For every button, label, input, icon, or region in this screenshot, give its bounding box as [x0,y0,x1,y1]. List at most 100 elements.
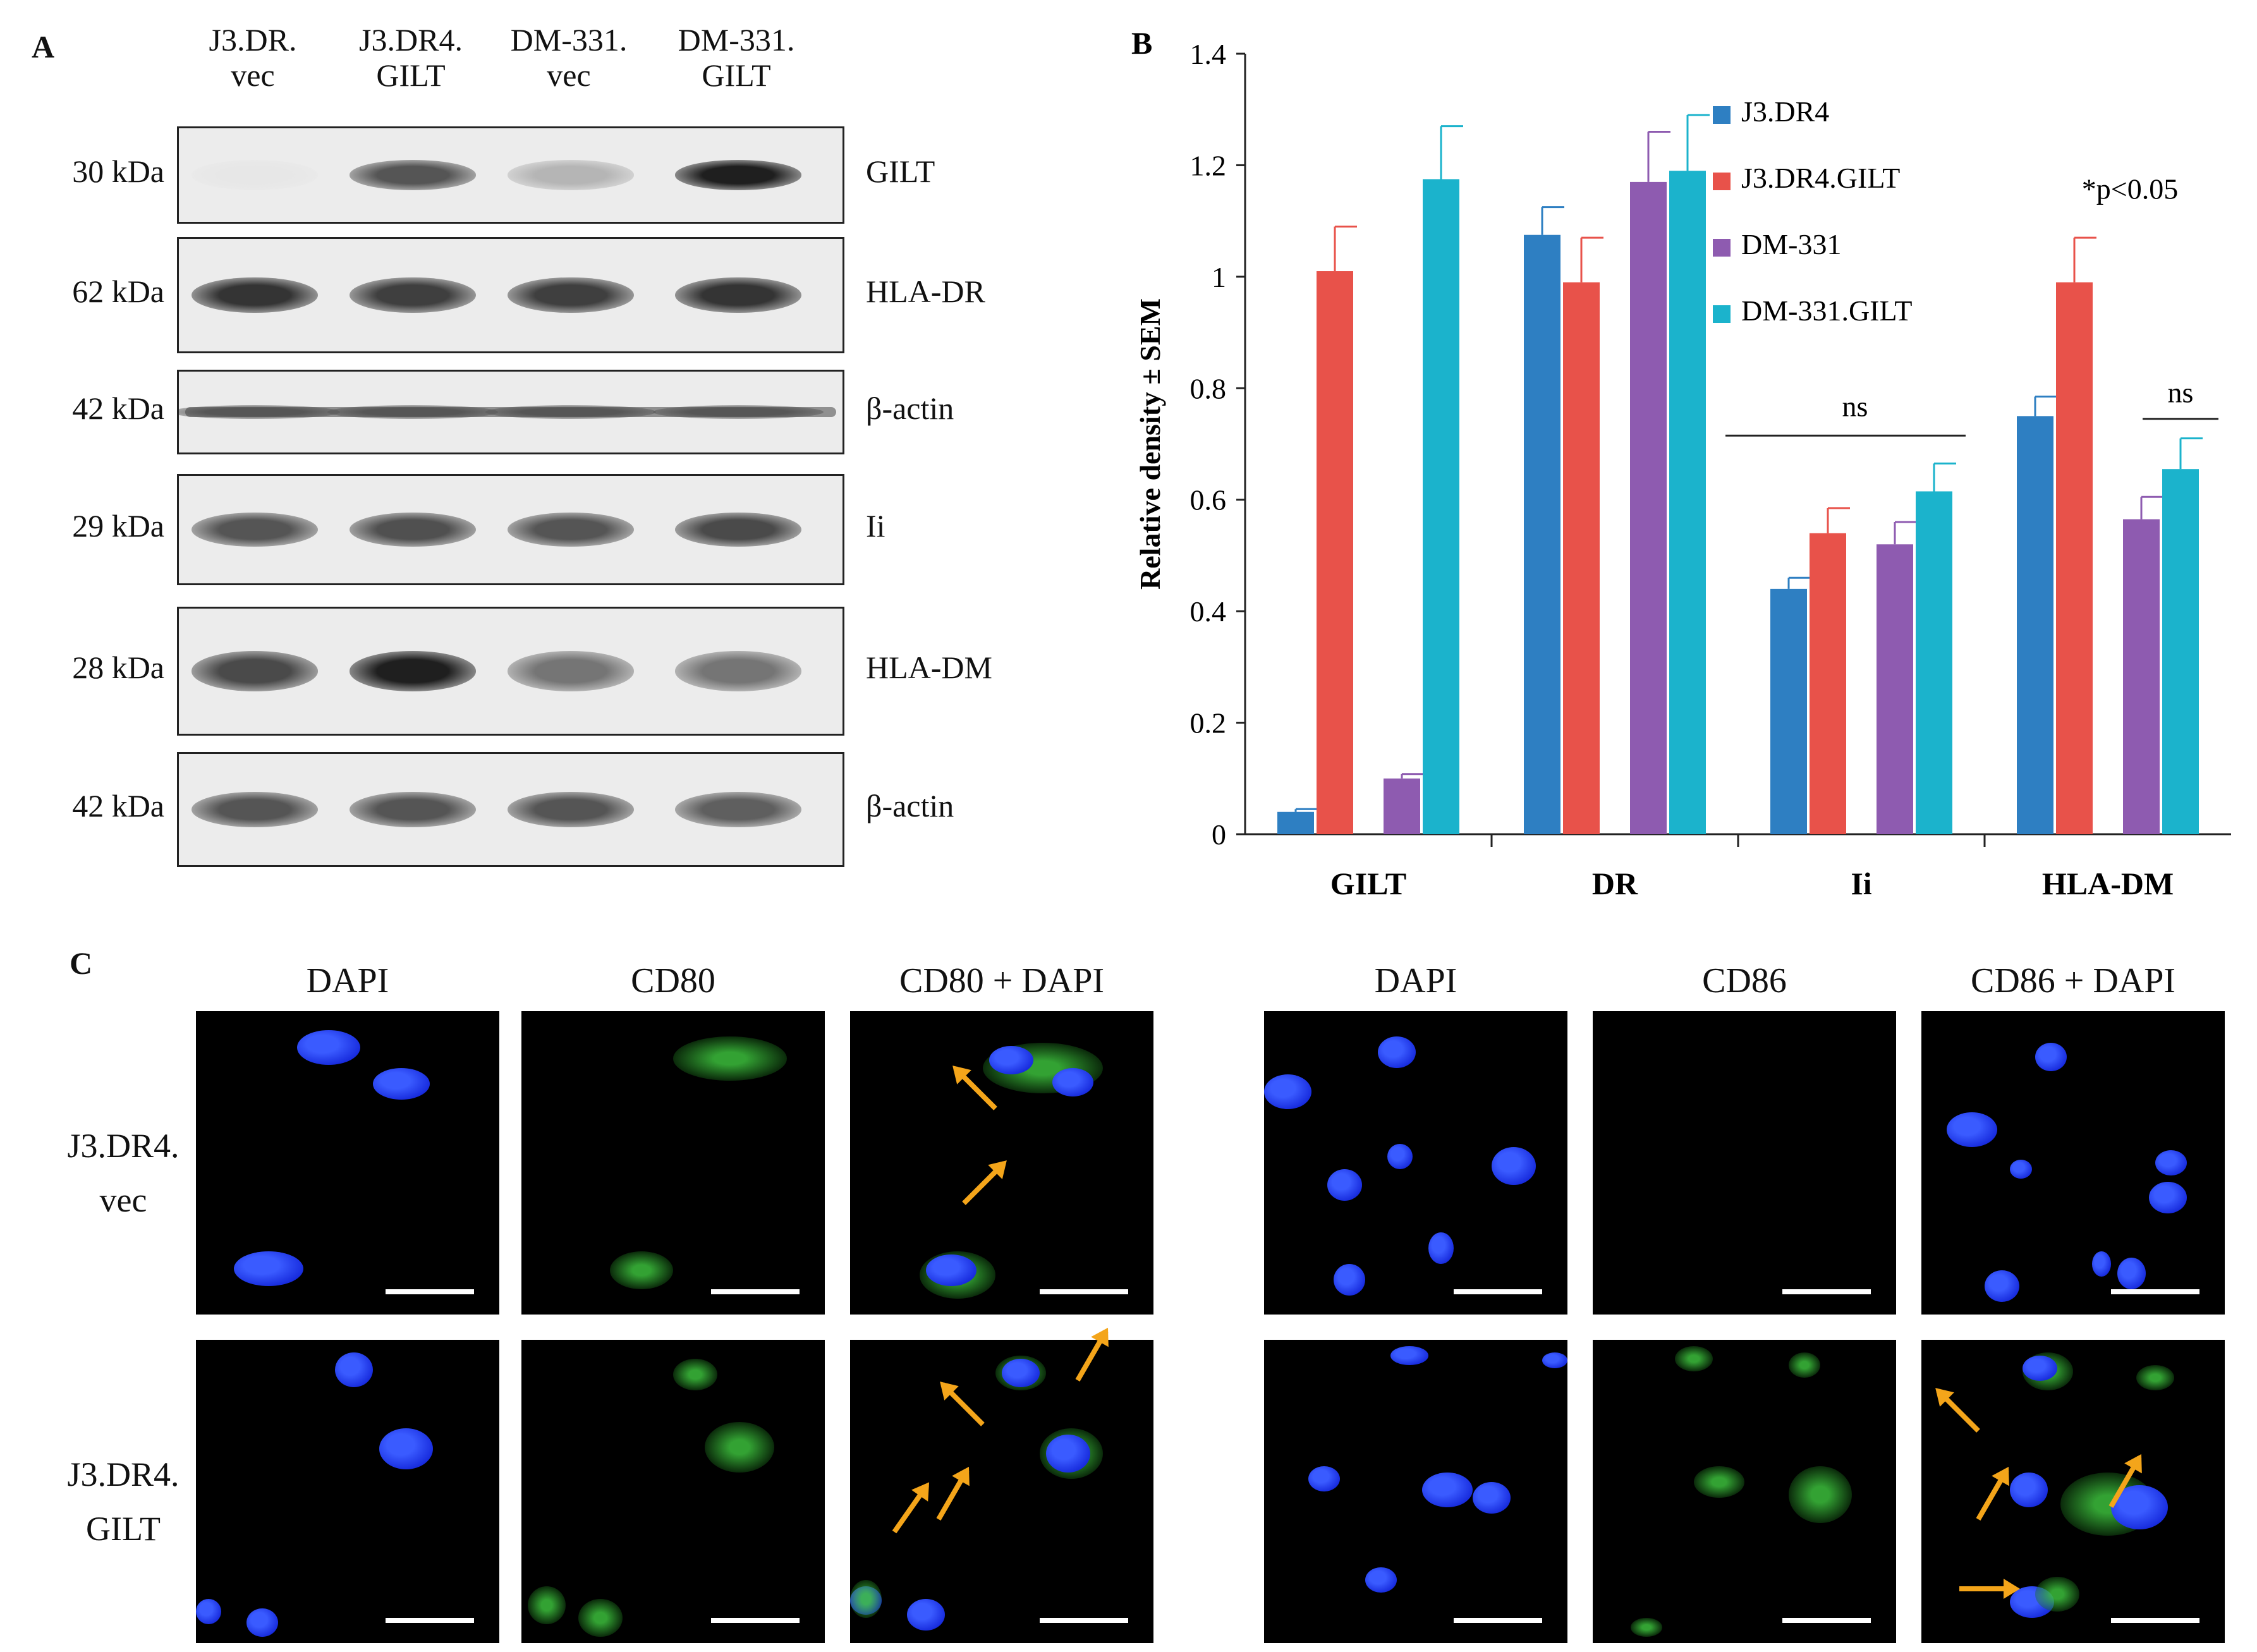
micrograph-row-label-line1: J3.DR4. [67,1455,179,1493]
scale-bar [1782,1289,1871,1294]
cell-blob [1422,1473,1473,1507]
cell-blob [1334,1264,1365,1296]
protein-band [508,160,634,190]
kda-marker: 29 kDa [72,508,164,544]
micrograph-panel [521,1340,825,1643]
arrow-head-icon [988,1153,1014,1179]
bar [1669,171,1706,834]
micrograph-row-label-line2: GILT [86,1510,161,1548]
micrograph-column-header: CD86 [1702,961,1787,1000]
protein-band [350,160,476,190]
blot-column-header-line2: GILT [702,58,771,93]
legend-swatch [1713,106,1731,124]
blot-column-header: J3.DR. vec [164,22,341,93]
cell-blob [1264,1074,1311,1109]
cell-blob [1046,1435,1090,1473]
blot-column-header-line2: vec [231,58,275,93]
cell-blob [2117,1258,2146,1289]
arrow-head-icon [945,1058,971,1084]
micrograph-column-header: CD80 [631,961,715,1000]
legend-swatch [1713,239,1731,257]
cell-blob [1365,1567,1397,1593]
bar [1423,179,1459,834]
panel-c-letter: C [70,945,93,981]
micrograph-panel [196,1011,499,1315]
protein-band [508,512,634,547]
bar [1384,778,1420,834]
significance-label: ns [1842,390,1868,422]
blot-strip [177,126,844,224]
arrow-head-icon [1091,1322,1117,1347]
arrow-icon [1075,1322,1117,1382]
protein-band [350,512,476,547]
legend-label: DM-331.GILT [1741,295,1912,327]
y-tick-label: 1 [1212,261,1226,293]
cell-blob [1675,1346,1713,1371]
scale-bar [711,1618,800,1623]
bar-chart: B 0 0.2 0.4 0.6 0.8 1 1.2 1.4 Relative density ±… [1131,25,2231,901]
scale-bar [2111,1618,2199,1623]
blot-column-header-line1: J3.DR. [209,22,297,58]
blot-column-header: DM-331. vec [480,22,657,93]
scale-bar [1040,1289,1128,1294]
micrograph-panel [1593,1011,1896,1315]
cell-blob [2092,1251,2111,1277]
blot-column-header-line2: vec [547,58,591,93]
scale-bar [386,1289,474,1294]
scale-bar [1454,1618,1542,1623]
cell-blob [610,1251,673,1289]
blot-column-header-line1: DM-331. [510,22,628,58]
arrow-icon [1976,1461,2017,1521]
micrograph-panel [1264,1340,1567,1643]
protein-band [350,277,476,313]
cell-blob [1390,1346,1428,1365]
y-axis-title: Relative density ± SEM [1134,298,1166,590]
protein-band [675,160,801,190]
kda-marker: 42 kDa [72,788,164,823]
micrograph-panel [521,1011,825,1315]
bar [1877,544,1913,834]
micrograph-panel [1921,1340,2225,1643]
blot-protein-label: HLA-DM [866,650,992,685]
blot-protein-label: Ii [866,508,885,544]
cell-blob [2035,1043,2067,1071]
protein-band [508,791,634,828]
cell-blob [1387,1144,1413,1169]
significance-label: ns [2168,376,2194,408]
bar [1563,282,1600,834]
bar [1916,491,1952,834]
cell-blob [1002,1359,1040,1387]
micrograph-row-label: J3.DR4. vec [60,1119,186,1228]
protein-band [192,512,318,547]
protein-band [508,651,634,691]
arrow-head-icon [932,1374,959,1400]
cell-blob [673,1359,717,1390]
arrow-icon [1928,1380,1980,1433]
cell-blob [2155,1150,2187,1175]
cell-blob [578,1599,623,1637]
micrograph-panel [850,1011,1153,1315]
blot-strip [177,370,844,454]
blot-protein-label: β-actin [866,391,954,426]
micrograph-panel [1593,1340,1896,1643]
blot-protein-label: β-actin [866,788,954,823]
cell-blob [989,1046,1033,1074]
legend-label: DM-331 [1741,228,1841,260]
significance-label: *p<0.05 [2082,173,2178,205]
bar [1630,181,1667,835]
arrow-head-icon [952,1461,978,1486]
protein-band [350,651,476,691]
y-tick-label: 0.6 [1190,484,1227,516]
arrow-icon [936,1461,978,1521]
cell-blob [196,1599,221,1624]
cell-blob [1985,1270,2019,1302]
kda-marker: 30 kDa [72,154,164,189]
y-tick-label: 0.8 [1190,372,1227,404]
protein-band [675,512,801,547]
legend-swatch [1713,305,1731,323]
cell-blob [1327,1169,1362,1201]
cell-blob [673,1036,787,1081]
kda-marker: 62 kDa [72,274,164,309]
protein-band [675,791,801,828]
bar [1524,234,1560,835]
